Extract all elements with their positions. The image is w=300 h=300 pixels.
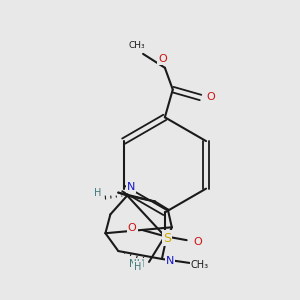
Text: O: O [158,54,167,64]
Text: N: N [127,182,135,192]
Text: O: O [193,237,202,247]
Text: S: S [163,232,171,245]
Text: S: S [163,232,171,245]
Text: O: O [206,92,215,103]
Text: CH₃: CH₃ [190,260,208,270]
Text: N: N [166,256,174,266]
Text: O: O [128,223,136,233]
Text: O: O [193,237,202,247]
Text: NH: NH [129,259,145,269]
Text: CH₃: CH₃ [129,41,146,50]
Text: N: N [127,182,135,192]
Text: H: H [134,262,142,272]
Text: O: O [128,223,136,233]
Text: H: H [94,188,101,198]
